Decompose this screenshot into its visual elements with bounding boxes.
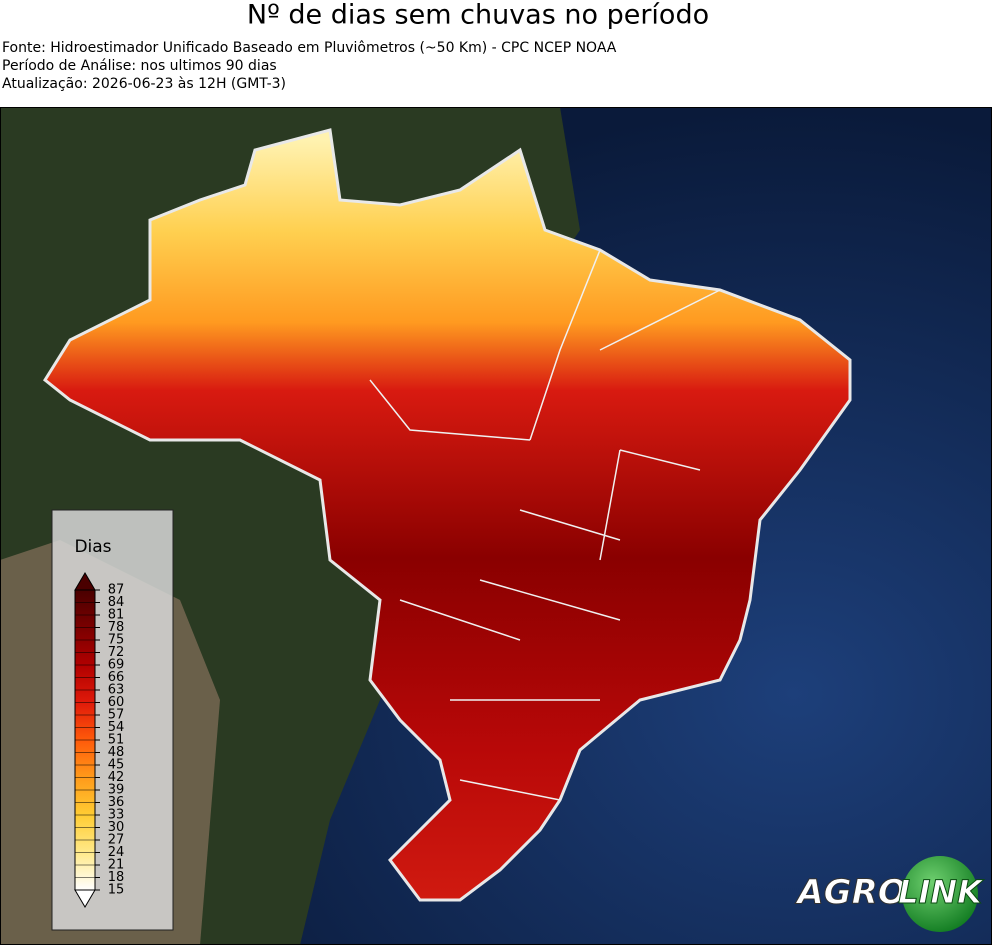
colorbar-tick-label: 84: [108, 595, 125, 610]
colorbar-tick-label: 33: [108, 808, 125, 823]
colorbar-tick-label: 51: [108, 733, 125, 748]
colorbar-tick-label: 72: [108, 645, 125, 660]
state-borders: [369, 249, 721, 801]
colorbar-tick-label: 42: [108, 770, 125, 785]
colorbar-tick-label: 45: [108, 758, 125, 773]
colorbar-tick-label: 54: [108, 720, 125, 735]
colorbar-tick-label: 21: [108, 858, 125, 873]
colorbar-tick-label: 66: [108, 670, 125, 685]
colorbar-tick-label: 30: [108, 820, 125, 835]
colorbar-tick-label: 18: [108, 870, 125, 885]
colorbar-tick-label: 27: [108, 833, 125, 848]
colorbar-title: Dias: [74, 537, 111, 557]
period-line: Período de Análise: nos ultimos 90 dias: [2, 58, 277, 74]
colorbar: Dias 15182124273033363942454851545760636…: [51, 509, 174, 931]
logo: AGRO LINK: [794, 856, 985, 932]
colorbar-tick-label: 78: [108, 620, 125, 635]
colorbar-tick-label: 81: [108, 608, 125, 623]
source-line: Fonte: Hidroestimador Unificado Baseado …: [2, 40, 617, 56]
colorbar-tick-label: 87: [108, 583, 125, 598]
colorbar-tick-label: 39: [108, 783, 125, 798]
colorbar-tick-label: 48: [108, 745, 125, 760]
colorbar-box: [51, 509, 174, 931]
colorbar-tick-label: 15: [108, 883, 125, 898]
colorbar-tick-label: 63: [108, 683, 125, 698]
logo-globe: [902, 856, 978, 932]
update-line: Atualização: 2026-06-23 às 12H (GMT-3): [2, 76, 286, 92]
colorbar-tick-label: 57: [108, 708, 125, 723]
logo-right: LINK: [898, 873, 984, 911]
colorbar-tick-label: 69: [108, 658, 125, 673]
colorbar-tick-label: 60: [108, 695, 125, 710]
title: Nº de dias sem chuvas no período: [247, 0, 709, 31]
colorbar-tick-label: 75: [108, 633, 125, 648]
brazil-rainless-days: [43, 128, 852, 902]
colorbar-tick-label: 24: [108, 845, 125, 860]
colorbar-tick-label: 36: [108, 795, 125, 810]
logo-left: AGRO: [794, 873, 906, 913]
